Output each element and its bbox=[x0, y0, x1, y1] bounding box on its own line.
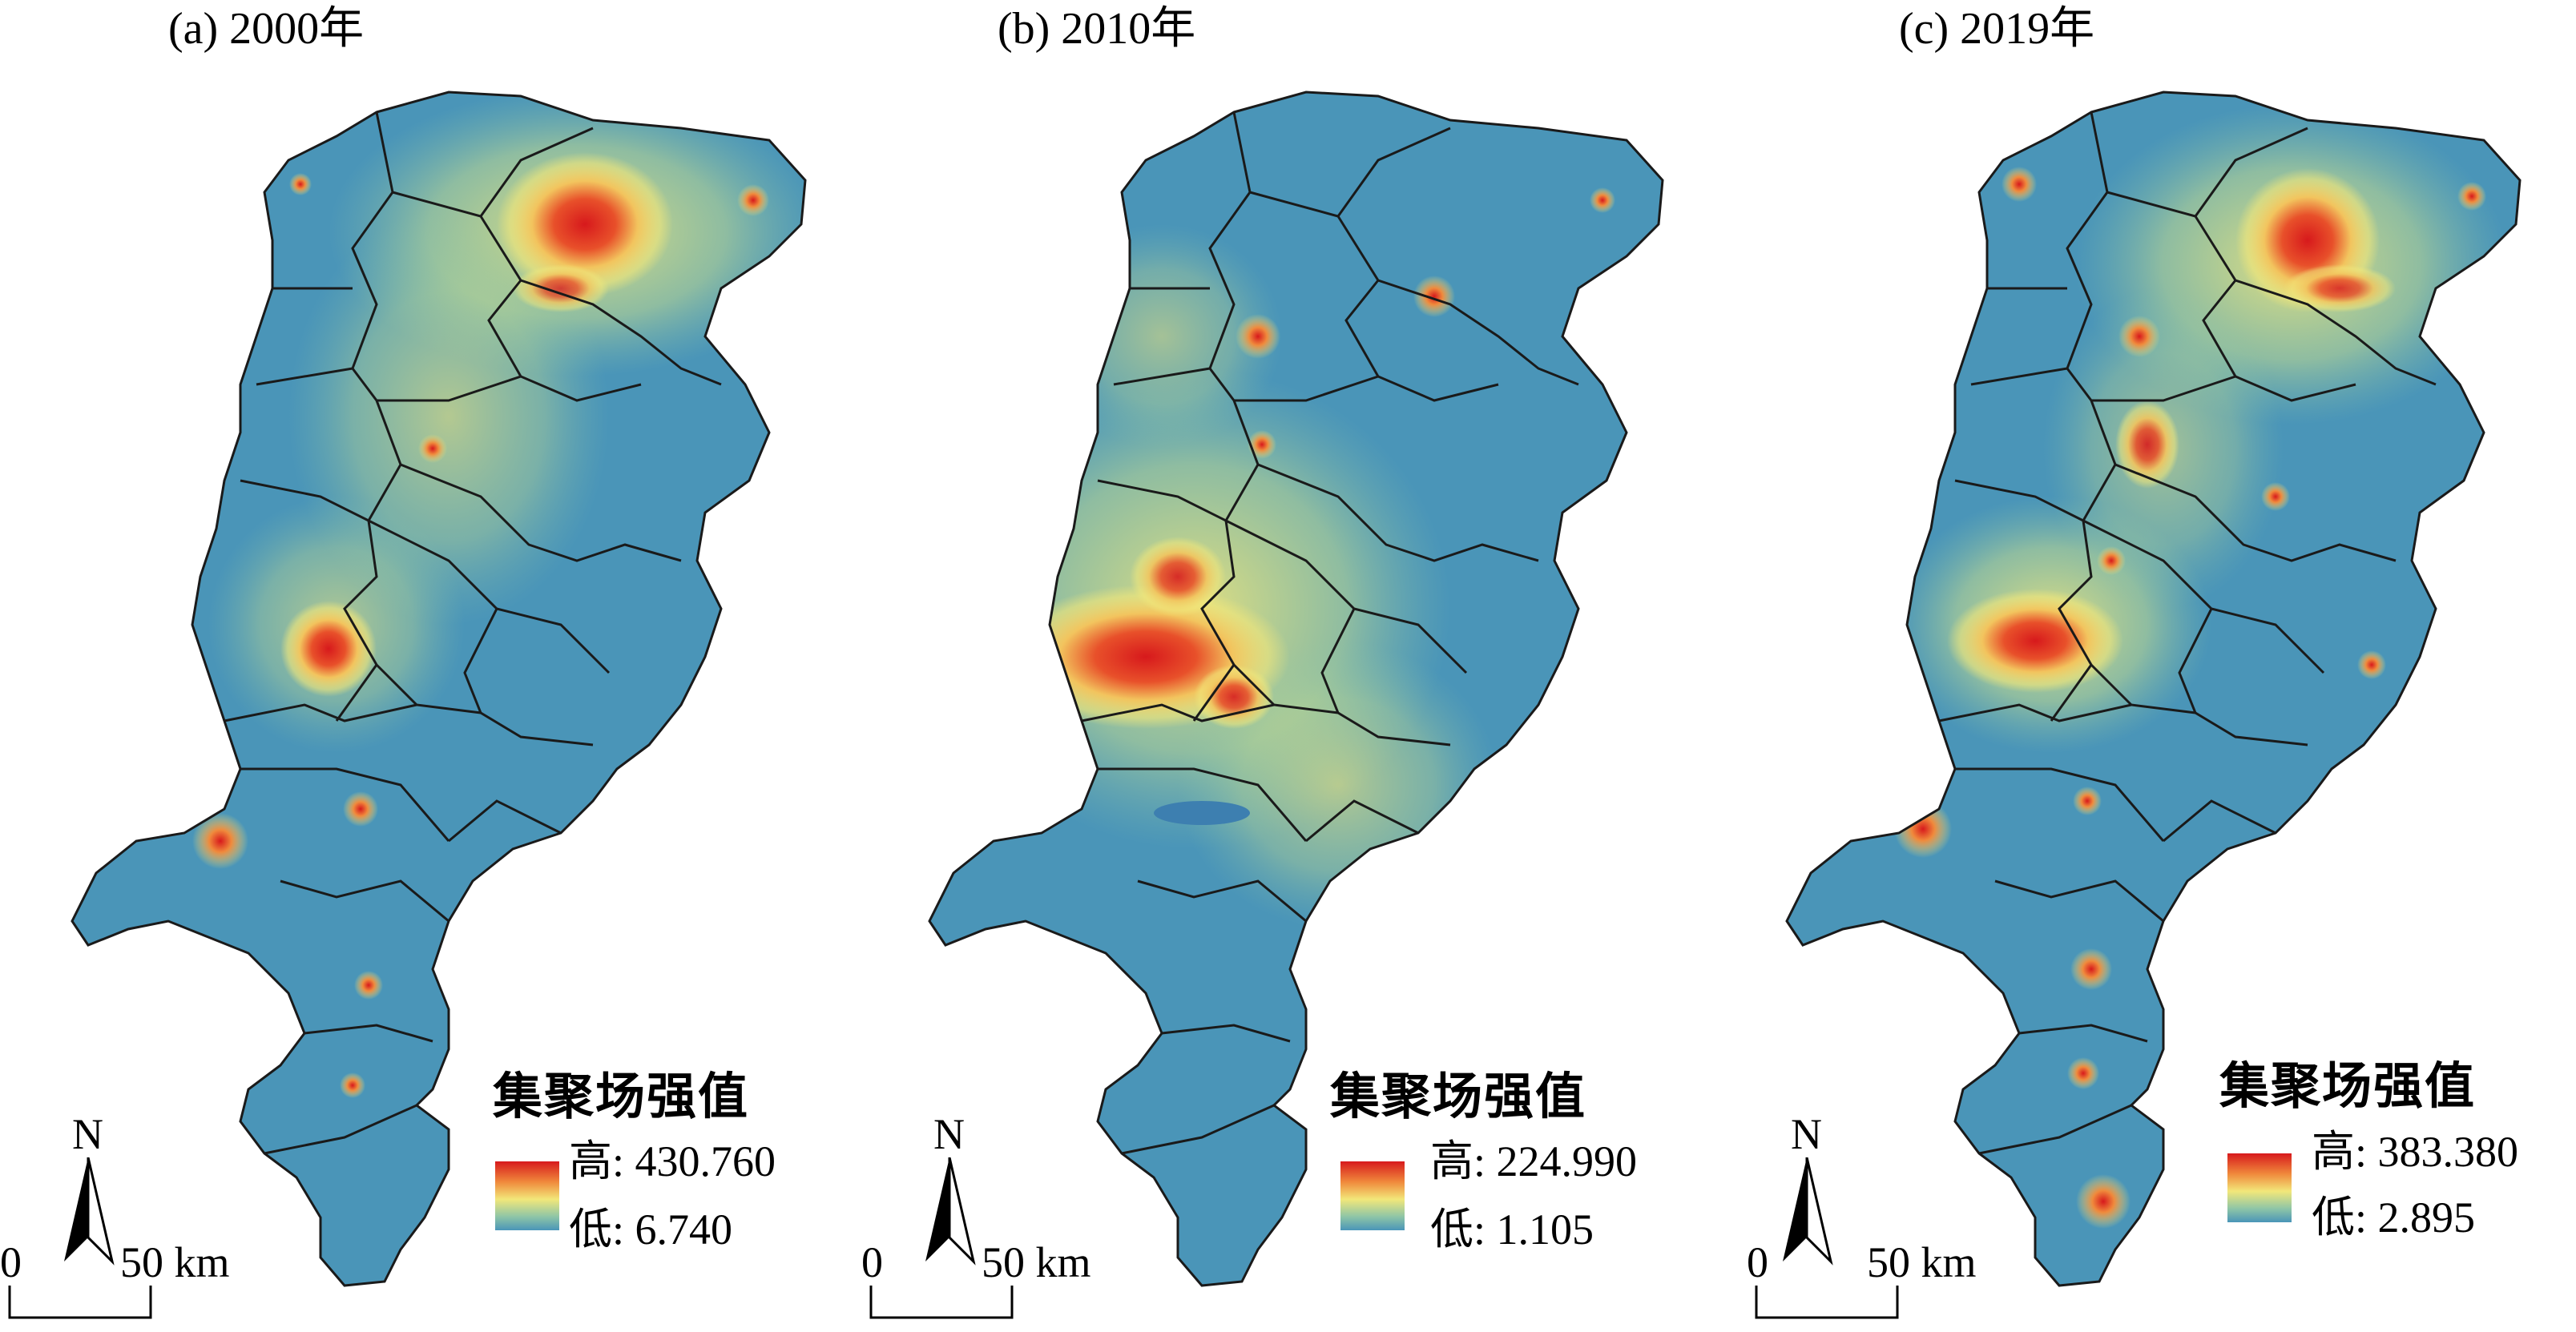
legend-low-label: 低: 2.895 bbox=[2312, 1193, 2476, 1241]
panel-2019: (c) 2019年 集聚场强值 高: 383.380 低: 2.895 N 0 … bbox=[1715, 0, 2572, 1332]
north-arrow: N bbox=[56, 1109, 120, 1270]
legend-color-ramp bbox=[2227, 1153, 2292, 1222]
legend-high-label: 高: 224.990 bbox=[1430, 1137, 1638, 1185]
legend-high-label: 高: 430.760 bbox=[569, 1137, 776, 1185]
legend-title: 集聚场强值 bbox=[2219, 1056, 2477, 1115]
panel-2000: (a) 2000年 集聚场强值 高: 430.760 低: 6.740 N 0 … bbox=[0, 0, 857, 1332]
scale-50km-label: 50 km bbox=[120, 1238, 230, 1286]
legend-low-label: 低: 6.740 bbox=[569, 1205, 733, 1254]
scale-50km-label: 50 km bbox=[1867, 1238, 1977, 1286]
scale-50km-label: 50 km bbox=[982, 1238, 1091, 1286]
heat-map-2010 bbox=[928, 91, 1664, 1287]
legend-color-ramp bbox=[1340, 1161, 1405, 1230]
panel-title: (a) 2000年 bbox=[168, 4, 365, 54]
legend-high-label: 高: 383.380 bbox=[2312, 1128, 2519, 1176]
north-arrow: N bbox=[917, 1109, 982, 1270]
heat-map-2019 bbox=[1785, 91, 2522, 1287]
legend-title: 集聚场强值 bbox=[1330, 1067, 1587, 1125]
panel-2010: (b) 2010年 集聚场强值 高: 224.990 低: 1.105 N 0 … bbox=[857, 0, 1715, 1332]
north-arrow-icon bbox=[64, 1157, 115, 1266]
scale-bar: 0 50 km bbox=[861, 1237, 1091, 1326]
scale-zero-label: 0 bbox=[1747, 1238, 1768, 1286]
north-arrow-icon bbox=[1783, 1157, 1833, 1266]
panel-title: (b) 2010年 bbox=[998, 4, 1196, 54]
north-label: N bbox=[933, 1110, 965, 1158]
north-label: N bbox=[72, 1110, 103, 1158]
scale-zero-label: 0 bbox=[861, 1238, 883, 1286]
north-label: N bbox=[1791, 1110, 1822, 1158]
north-arrow: N bbox=[1775, 1109, 1839, 1270]
scale-bar: 0 50 km bbox=[0, 1237, 230, 1326]
panel-title: (c) 2019年 bbox=[1899, 4, 2095, 54]
north-arrow-icon bbox=[925, 1157, 976, 1266]
legend-low-label: 低: 1.105 bbox=[1430, 1205, 1594, 1254]
legend-color-ramp bbox=[495, 1161, 559, 1230]
legend-title: 集聚场强值 bbox=[493, 1067, 750, 1125]
scale-bar: 0 50 km bbox=[1747, 1237, 1977, 1326]
scale-zero-label: 0 bbox=[0, 1238, 22, 1286]
heat-map-2000 bbox=[71, 91, 807, 1287]
